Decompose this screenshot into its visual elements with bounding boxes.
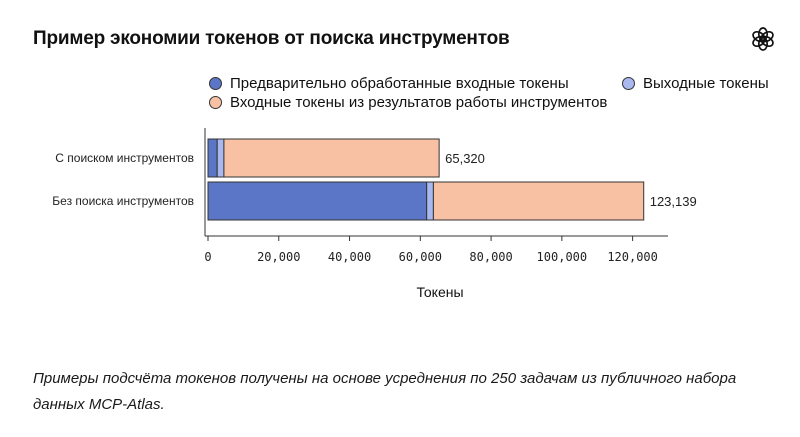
legend-label: Выходные токены — [643, 75, 769, 92]
x-tick-label-5: 100,000 — [537, 250, 588, 264]
legend-item-tool-results-input: Входные токены из результатов работы инс… — [209, 94, 607, 111]
x-axis-label: Токены — [416, 284, 464, 300]
x-tick-label-1: 20,000 — [257, 250, 300, 264]
legend-item-output: Выходные токены — [622, 75, 769, 92]
legend-swatch-icon — [209, 96, 222, 109]
legend-label: Входные токены из результатов работы инс… — [230, 94, 608, 111]
legend-swatch-icon — [622, 77, 635, 90]
legend-swatch-icon — [209, 77, 222, 90]
x-tick-label-4: 80,000 — [469, 250, 512, 264]
x-tick-label-3: 60,000 — [399, 250, 442, 264]
bar-segment-1-0 — [216, 138, 225, 178]
data-label-total-0: 65,320 — [445, 151, 485, 166]
legend-label: Предварительно обработанные входные токе… — [230, 75, 569, 92]
legend-item-preprocessed-input: Предварительно обработанные входные токе… — [209, 75, 569, 92]
y-tick-label-1: Без поиска инструментов — [52, 194, 194, 208]
openai-logo-icon — [752, 27, 774, 51]
bar-segment-2-0 — [223, 138, 440, 178]
bar-segment-1-1 — [426, 181, 434, 221]
caption: Примеры подсчёта токенов получены на осн… — [33, 370, 737, 413]
y-tick-label-0: С поиском инструментов — [55, 151, 194, 165]
data-label-total-1: 123,139 — [650, 194, 697, 209]
x-tick-label-2: 40,000 — [328, 250, 371, 264]
x-tick-label-6: 120,000 — [607, 250, 658, 264]
chart-title: Пример экономии токенов от поиска инстру… — [33, 28, 510, 49]
x-tick-label-0: 0 — [204, 250, 211, 264]
bar-segment-0-1 — [207, 181, 428, 221]
bar-segment-0-0 — [207, 138, 218, 178]
bar-segment-2-1 — [432, 181, 645, 221]
